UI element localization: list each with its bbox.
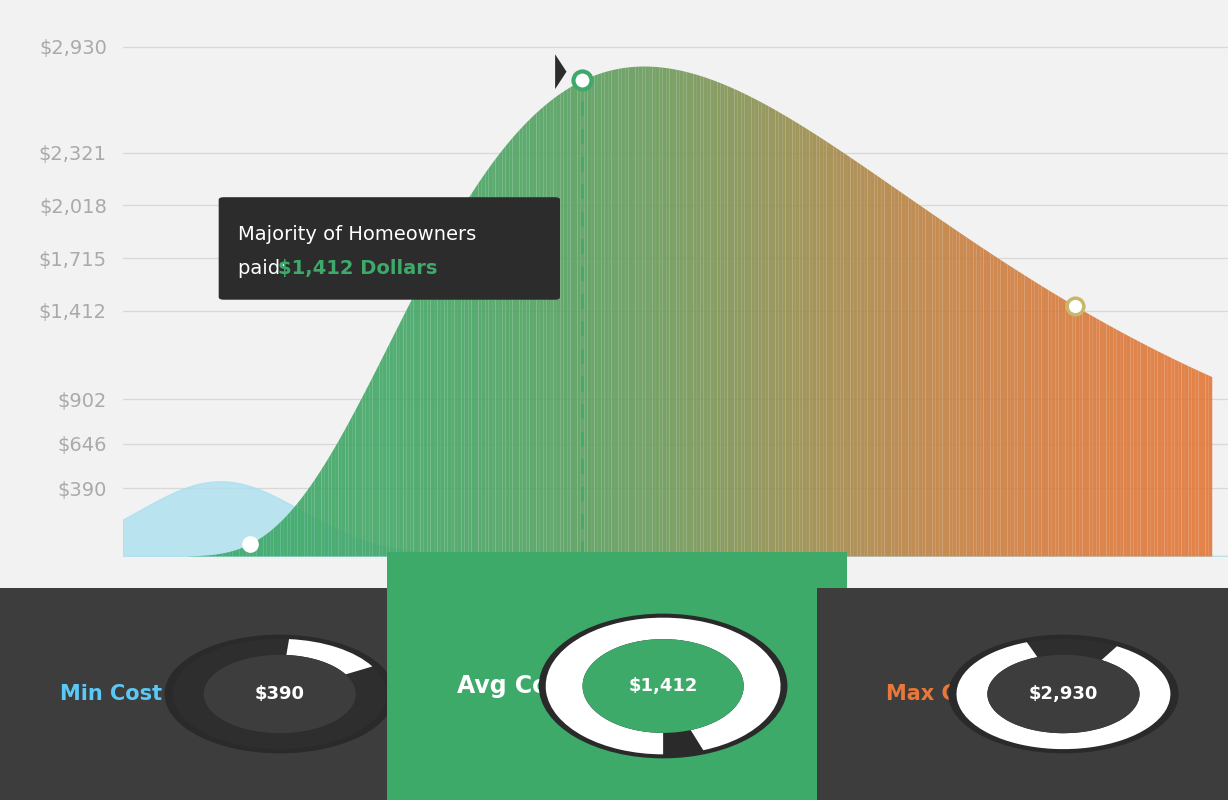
Circle shape [204, 654, 356, 734]
Circle shape [987, 654, 1140, 734]
Circle shape [582, 639, 744, 733]
Text: paid:: paid: [238, 259, 293, 278]
Wedge shape [286, 639, 372, 674]
Text: Max Cost: Max Cost [887, 684, 993, 704]
Text: $2,930: $2,930 [1029, 685, 1098, 703]
Wedge shape [545, 618, 781, 754]
Wedge shape [957, 642, 1170, 749]
Circle shape [948, 634, 1179, 754]
Text: $1,412: $1,412 [629, 677, 698, 695]
Text: Majority of Homeowners: Majority of Homeowners [238, 225, 476, 244]
Circle shape [539, 614, 787, 758]
Wedge shape [545, 618, 781, 754]
Text: $1,412 Dollars: $1,412 Dollars [279, 259, 437, 278]
Wedge shape [957, 639, 1170, 749]
Circle shape [165, 634, 395, 754]
Wedge shape [173, 639, 387, 749]
Text: $390: $390 [254, 685, 305, 703]
Polygon shape [555, 54, 566, 89]
Text: Min Cost: Min Cost [60, 684, 162, 704]
Text: Avg Cost: Avg Cost [457, 674, 575, 698]
FancyBboxPatch shape [219, 198, 560, 300]
